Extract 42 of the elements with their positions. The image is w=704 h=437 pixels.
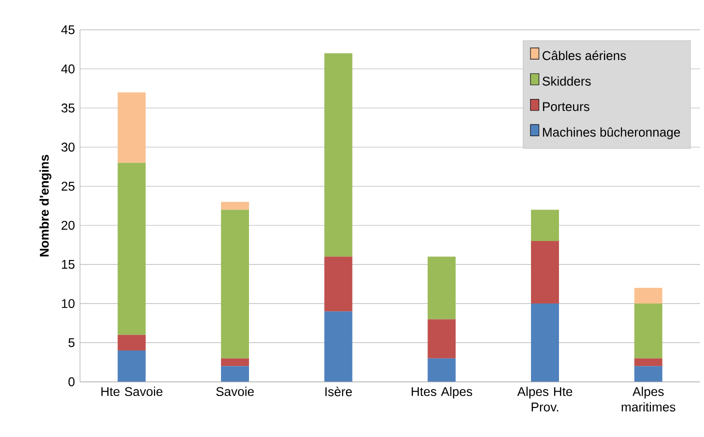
y-tick-label: 25 bbox=[62, 182, 75, 191]
bar bbox=[428, 256, 456, 320]
y-tick-label: 5 bbox=[68, 338, 75, 348]
x-tick-label: Savoie bbox=[216, 386, 254, 396]
bar bbox=[324, 311, 352, 382]
x-tick-label: Isère bbox=[325, 386, 352, 396]
bar bbox=[530, 304, 559, 382]
y-tick-label: 0 bbox=[68, 377, 75, 386]
legend-label: Skidders bbox=[542, 76, 591, 86]
bar bbox=[530, 241, 559, 304]
y-tick-label: 45 bbox=[61, 25, 75, 34]
bar bbox=[221, 366, 249, 382]
bar bbox=[221, 202, 249, 210]
legend-label: Câbles aériens bbox=[542, 50, 626, 60]
bar bbox=[221, 210, 249, 358]
bar bbox=[634, 366, 662, 382]
bar bbox=[634, 358, 662, 366]
bar bbox=[634, 288, 662, 304]
y-tick-label: 30 bbox=[61, 142, 75, 152]
bar bbox=[530, 210, 559, 242]
y-tick-label: 10 bbox=[62, 299, 75, 308]
bar bbox=[221, 358, 249, 366]
legend-label: Porteurs bbox=[543, 102, 590, 112]
y-tick-label: 20 bbox=[62, 220, 75, 230]
bar bbox=[428, 319, 456, 358]
bar bbox=[118, 350, 146, 382]
x-tick-label: Htes Alpes bbox=[412, 386, 472, 399]
bar bbox=[118, 92, 146, 163]
bar bbox=[634, 304, 662, 358]
bar bbox=[324, 53, 352, 257]
legend-label: Machines bûcheronnage bbox=[543, 127, 680, 140]
y-axis-title: Nombre d'engins bbox=[39, 155, 52, 256]
bar bbox=[324, 256, 352, 312]
bar bbox=[118, 334, 146, 351]
x-tick-label: Hte Savoie bbox=[101, 386, 162, 396]
bar bbox=[118, 162, 146, 335]
y-tick-label: 15 bbox=[62, 260, 75, 269]
x-tick-label: Alpes maritimes bbox=[622, 386, 676, 412]
bar bbox=[428, 358, 456, 382]
y-tick-label: 35 bbox=[61, 104, 75, 113]
x-tick-label: Alpes Hte Prov. bbox=[517, 386, 572, 412]
y-tick-label: 40 bbox=[61, 64, 75, 74]
